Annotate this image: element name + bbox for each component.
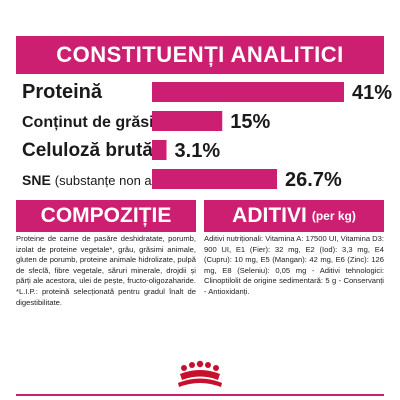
additives-text: Aditivi nutriționali: Vitamina A: 17500 … bbox=[204, 234, 384, 296]
composition-heading: COMPOZIȚIE bbox=[16, 200, 196, 232]
composition-title: COMPOZIȚIE bbox=[40, 204, 172, 227]
additives-heading: ADITIVI (per kg) bbox=[204, 200, 384, 232]
additives-title: ADITIVI bbox=[232, 204, 307, 227]
value-label: 15% bbox=[230, 111, 270, 133]
value-label: 41% bbox=[352, 82, 392, 104]
analytical-constituents-banner: CONSTITUENȚI ANALITICI bbox=[16, 36, 384, 74]
royal-canin-crown-icon bbox=[178, 360, 222, 387]
category-label: Proteină bbox=[22, 81, 103, 103]
bottom-accent-line bbox=[16, 394, 384, 396]
additives-subtitle: (per kg) bbox=[311, 209, 356, 223]
bar bbox=[152, 140, 167, 160]
bar bbox=[152, 82, 344, 102]
category-label: Celuloză brută bbox=[22, 140, 153, 161]
bar bbox=[152, 169, 278, 189]
value-label: 3.1% bbox=[175, 140, 221, 162]
category-label: Conținut de grăsimi bbox=[22, 114, 172, 131]
composition-text: Proteine de carne de pasăre deshidratate… bbox=[16, 234, 196, 307]
value-label: 26.7% bbox=[285, 169, 342, 191]
analytical-bar-chart: Proteină 41% Conținut de grăsimi 15% Celuloz… bbox=[22, 81, 392, 191]
bar bbox=[152, 111, 223, 131]
